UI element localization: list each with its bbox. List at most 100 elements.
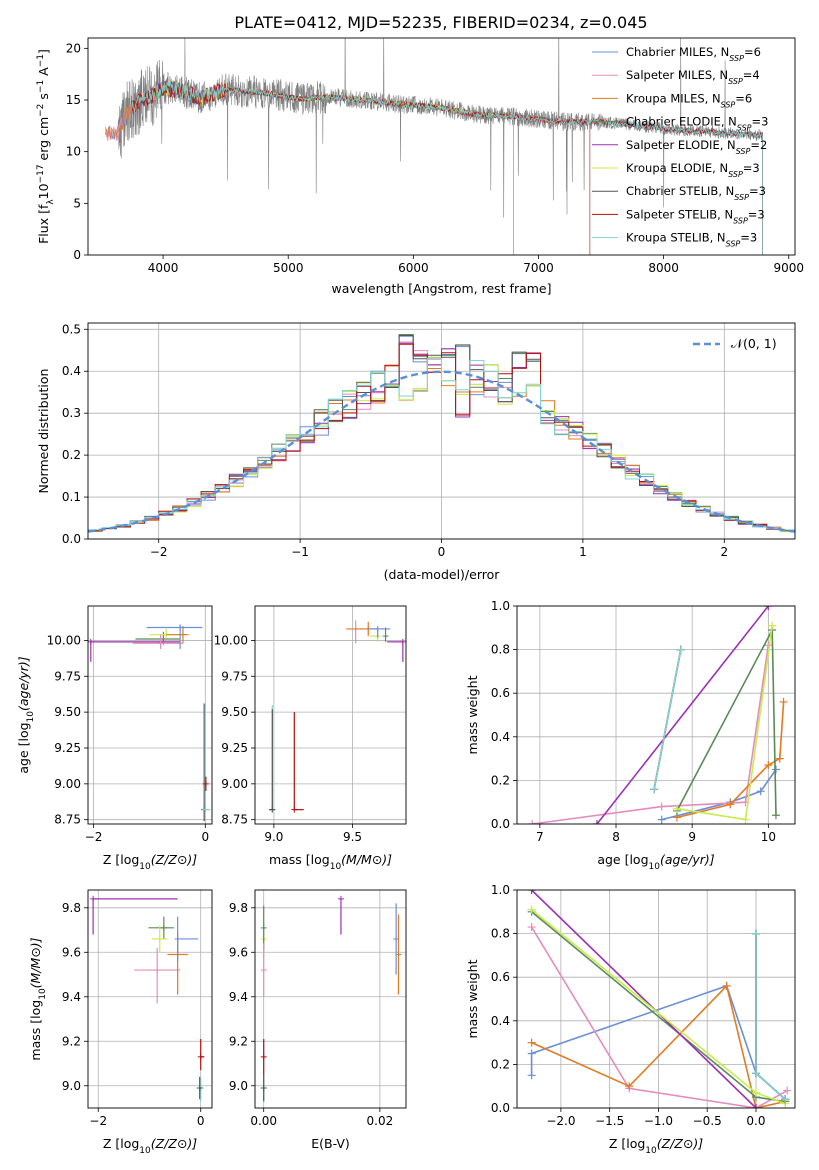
weight-marker-chabrier_miles xyxy=(771,765,780,774)
y-tick-label: 9.50 xyxy=(54,705,81,719)
weight-vs-metallicity-panel: −2.0 −1.5 −1.0 −0.5 0.0 0.0 0.2 0.4 0.6 0.8 1.0 mas… xyxy=(465,883,796,1156)
weight-marker-kroupa_elodie xyxy=(741,815,750,824)
weight-marker-kroupa_elodie xyxy=(527,905,536,914)
x-tick-label: −2 xyxy=(89,1114,107,1128)
y-tick-label: 10 xyxy=(66,145,81,159)
x-tick-label: 9.0 xyxy=(264,830,283,844)
y-tick-label: 1.0 xyxy=(491,883,510,897)
weight-marker-kroupa_miles xyxy=(726,800,735,809)
y-tick-label: 0.0 xyxy=(491,817,510,831)
y-tick-label: 8.75 xyxy=(54,813,81,827)
weight-marker-kroupa_elodie xyxy=(672,804,681,813)
weight-marker-salpeter_elodie xyxy=(764,606,773,610)
weight-marker-kroupa_stelib xyxy=(751,1069,760,1078)
y-tick-label: 9.2 xyxy=(62,1034,81,1048)
point-salpeter_elodie xyxy=(337,895,344,902)
weight-marker-chabrier_miles xyxy=(657,815,666,824)
x-tick-label: 9 xyxy=(688,830,696,844)
plot-area xyxy=(528,606,788,824)
x-tick-label: −2 xyxy=(150,545,168,559)
point-salpeter_stelib xyxy=(260,1053,267,1060)
point-chabrier_elodie xyxy=(160,635,167,642)
y-tick-label: 0.0 xyxy=(491,1101,510,1115)
weight-marker-chabrier_miles xyxy=(756,787,765,796)
y-tick-label: 9.6 xyxy=(62,945,81,959)
weight-marker-salpeter_miles xyxy=(527,923,536,932)
plot-area xyxy=(90,895,205,1102)
y-tick-label: 0.6 xyxy=(491,686,510,700)
residual-histogram-panel: −2 −1 0 1 2 0.0 0.1 0.2 0.3 0.4 0.5 (data-model)/er… xyxy=(36,322,796,582)
weight-marker-kroupa_stelib xyxy=(650,785,659,794)
plot-area xyxy=(527,890,792,1108)
x-tick-label: 5000 xyxy=(273,261,304,275)
y-tick-label: 5 xyxy=(73,196,81,210)
y-tick-label: 15 xyxy=(66,93,81,107)
y-axis-label: age [log10(age/yr)] xyxy=(16,656,36,773)
point-chabrier_miles xyxy=(177,624,184,631)
axes-frame xyxy=(87,37,796,256)
point-salpeter_stelib xyxy=(202,780,209,787)
mass-vs-metallicity-panel: −2 0 9.0 9.2 9.4 9.6 9.8 Z [log10(Z/Z⊙)] mass [l… xyxy=(28,889,213,1156)
x-tick-label: 4000 xyxy=(148,261,179,275)
point-salpeter_elodie xyxy=(399,638,406,645)
y-axis-label: mass weight xyxy=(465,675,480,754)
x-tick-label: 10 xyxy=(761,830,776,844)
y-tick-label: 9.00 xyxy=(221,777,248,791)
axes-frame xyxy=(254,889,407,1109)
age-vs-metallicity-panel: −2 0 8.75 9.00 9.25 9.50 9.75 10.00 Z [log10(Z/Z… xyxy=(16,605,213,872)
weight-line-kroupa_stelib xyxy=(653,649,682,790)
y-tick-label: 0.8 xyxy=(491,643,510,657)
plot-area xyxy=(260,895,402,1102)
weight-marker-kroupa_miles xyxy=(722,981,731,990)
y-tick-label: 0.6 xyxy=(491,970,510,984)
weight-marker-kroupa_miles xyxy=(775,754,784,763)
weight-marker-kroupa_miles xyxy=(779,697,788,706)
point-kroupa_elodie xyxy=(156,935,163,942)
weight-vs-age-panel: 7 8 9 10 0.0 0.2 0.4 0.6 0.8 1.0 mass weight age [l… xyxy=(465,599,796,872)
y-tick-label: 9.2 xyxy=(229,1034,248,1048)
point-chabrier_elodie xyxy=(382,633,389,640)
weight-marker-kroupa_elodie xyxy=(751,1088,760,1097)
legend-label-salpeter_miles: Salpeter MILES, NSSP=4 xyxy=(626,68,760,86)
y-tick-label: 9.0 xyxy=(62,1079,81,1093)
x-tick-label: 0.02 xyxy=(367,1114,394,1128)
point-salpeter_elodie xyxy=(90,895,97,902)
point-chabrier_stelib xyxy=(269,806,276,813)
x-axis-label: E(B-V) xyxy=(311,1136,350,1151)
x-tick-label: −1.5 xyxy=(595,1114,624,1128)
x-tick-label: 1 xyxy=(579,545,587,559)
x-tick-label: 7000 xyxy=(523,261,554,275)
y-tick-label: 20 xyxy=(66,41,81,55)
y-axis-label: mass weight xyxy=(465,959,480,1038)
y-tick-label: 0.4 xyxy=(491,730,510,744)
y-tick-label: 9.25 xyxy=(54,741,81,755)
weight-marker-kroupa_miles xyxy=(625,1082,634,1091)
y-axis-label: mass [log10(M/M⊙)] xyxy=(28,937,48,1060)
y-tick-label: 9.4 xyxy=(62,990,81,1004)
spectrum-panel: 4000 5000 6000 7000 8000 9000 0 5 10 15 20 waveleng… xyxy=(36,37,804,296)
weight-marker-kroupa_stelib xyxy=(781,1095,790,1104)
x-axis-label: Z [log10(Z/Z⊙)] xyxy=(103,852,197,872)
weight-marker-salpeter_elodie xyxy=(751,1104,760,1108)
weight-marker-kroupa_elodie xyxy=(768,621,777,630)
point-chabrier_stelib xyxy=(260,1084,267,1091)
weight-marker-salpeter_miles xyxy=(528,820,537,824)
weight-line-salpeter_stelib xyxy=(755,933,786,1100)
x-tick-label: 0.00 xyxy=(250,1114,277,1128)
y-tick-label: 0.2 xyxy=(62,448,81,462)
weight-marker-salpeter_miles xyxy=(657,802,666,811)
y-axis-label: Flux [fλ10−17 erg cm−2 s−1 A−1] xyxy=(36,49,56,244)
y-tick-label: 0.1 xyxy=(62,490,81,504)
x-tick-label: −1 xyxy=(291,545,309,559)
normal-distribution-curve xyxy=(88,370,795,533)
y-tick-label: 0.2 xyxy=(491,773,510,787)
plot-area xyxy=(269,620,406,813)
x-tick-label: 2 xyxy=(720,545,728,559)
y-tick-label: 0.2 xyxy=(491,1057,510,1071)
axes-frame xyxy=(87,889,213,1109)
y-axis-label: Normed distribution xyxy=(36,369,51,494)
legend-label-chabrier_miles: Chabrier MILES, NSSP=6 xyxy=(626,45,761,63)
weight-marker-chabrier_elodie xyxy=(771,811,780,820)
x-axis-label: Z [log10(Z/Z⊙)] xyxy=(609,1136,703,1156)
